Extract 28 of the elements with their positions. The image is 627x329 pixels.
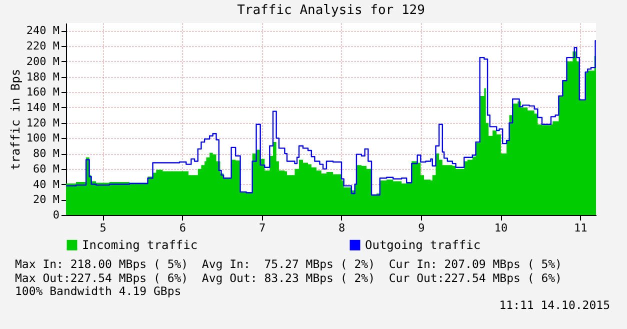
x-tick-label: 7 (258, 222, 266, 234)
x-tick-label: 11 (574, 222, 588, 234)
text: 11:11 14.10.2015 (498, 298, 610, 312)
y-tick-label: 160 M (26, 86, 60, 99)
y-tick-label: 120 M (26, 116, 60, 130)
y-tick-label: 200 M (26, 54, 60, 68)
x-tick-label: 10 (494, 222, 508, 234)
text: 100% Bandwidth 4.19 GBps (15, 284, 182, 298)
x-tick-label: 9 (418, 222, 425, 234)
y-tick-label: 240 M (26, 24, 60, 38)
y-tick-label: 0 (52, 208, 60, 222)
y-tick-label: 180 M (26, 70, 60, 84)
legend-label: Outgoing traffic (365, 238, 481, 252)
y-axis-title: traffic in Bps (8, 68, 22, 170)
x-tick-label: 8 (338, 222, 346, 234)
y-tick-label: 100 M (26, 132, 60, 145)
y-tick-label: 140 M (26, 100, 60, 114)
y-tick-label: 80 M (33, 147, 60, 160)
x-tick-label: 6 (179, 222, 186, 234)
chart-title: Traffic Analysis for 129 (237, 3, 425, 18)
text: Max In: 218.00 MBps ( 5%) Avg In: 75.27 MBps ( 2%) Cur In: 207.09 MBps ( 5%) (15, 257, 563, 272)
y-tick-label: 20 M (33, 193, 60, 206)
legend-label: Incoming traffic (82, 238, 198, 252)
text: Max Out:227.54 MBps ( 6%) Avg Out: 83.23 MBps ( 2%) Cur Out:227.54 MBps ( 6%) (15, 270, 563, 285)
y-tick-label: 220 M (26, 40, 60, 53)
y-tick-label: 60 M (33, 162, 60, 176)
x-tick-label: 5 (100, 222, 106, 234)
y-tick-label: 40 M (33, 178, 60, 191)
